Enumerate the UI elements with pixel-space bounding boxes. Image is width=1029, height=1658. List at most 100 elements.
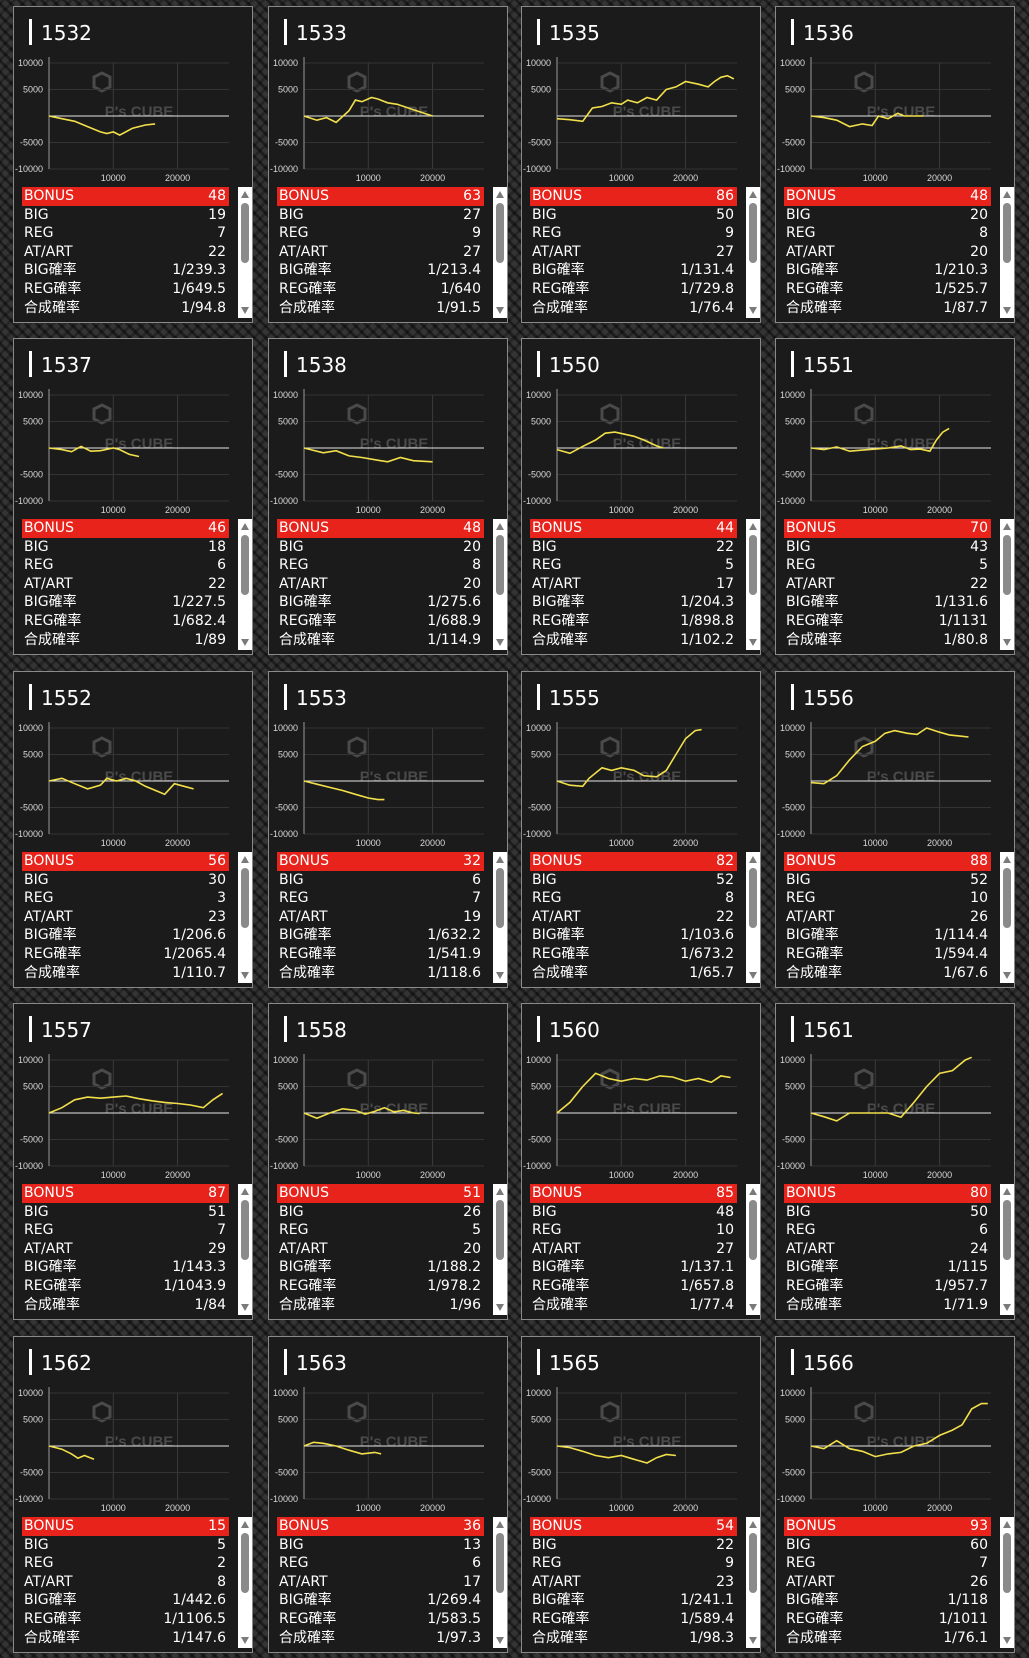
stats-scrollbar[interactable] [238, 1184, 252, 1315]
scroll-up-arrow-icon[interactable] [241, 523, 249, 530]
machine-card-1561[interactable]: 1561 P's CUBE 10000 20000 10000 5000 -5000 -100… [775, 1003, 1015, 1320]
machine-card-1532[interactable]: 1532 P's CUBE 10000 20000 10000 5000 -5000 -100… [13, 6, 253, 323]
stats-scrollbar[interactable] [493, 852, 507, 983]
scroll-down-arrow-icon[interactable] [749, 639, 757, 646]
scroll-up-arrow-icon[interactable] [749, 523, 757, 530]
scroll-thumb[interactable] [241, 1200, 249, 1260]
machine-card-1557[interactable]: 1557 P's CUBE 10000 20000 10000 5000 -5000 -100… [13, 1003, 253, 1320]
scroll-down-arrow-icon[interactable] [496, 307, 504, 314]
scroll-down-arrow-icon[interactable] [496, 1637, 504, 1644]
scroll-down-arrow-icon[interactable] [1003, 972, 1011, 979]
scroll-thumb[interactable] [496, 203, 504, 263]
machine-card-1552[interactable]: 1552 P's CUBE 10000 20000 10000 5000 -5000 -100… [13, 671, 253, 988]
machine-card-1566[interactable]: 1566 P's CUBE 10000 20000 10000 5000 -5000 -100… [775, 1336, 1015, 1653]
scroll-down-arrow-icon[interactable] [496, 639, 504, 646]
scroll-down-arrow-icon[interactable] [749, 1637, 757, 1644]
machine-card-1563[interactable]: 1563 P's CUBE 10000 20000 10000 5000 -5000 -100… [268, 1336, 508, 1653]
scroll-down-arrow-icon[interactable] [241, 1304, 249, 1311]
scroll-thumb[interactable] [241, 203, 249, 263]
scroll-up-arrow-icon[interactable] [241, 856, 249, 863]
scroll-thumb[interactable] [1003, 1200, 1011, 1260]
scroll-up-arrow-icon[interactable] [241, 1188, 249, 1195]
stats-scrollbar[interactable] [493, 519, 507, 650]
stats-scrollbar[interactable] [1000, 519, 1014, 650]
stats-scrollbar[interactable] [746, 852, 760, 983]
scroll-thumb[interactable] [1003, 203, 1011, 263]
scroll-thumb[interactable] [241, 868, 249, 928]
stats-scrollbar[interactable] [493, 1184, 507, 1315]
scroll-up-arrow-icon[interactable] [496, 856, 504, 863]
scroll-thumb[interactable] [749, 535, 757, 595]
stats-scrollbar[interactable] [493, 187, 507, 318]
scroll-down-arrow-icon[interactable] [241, 307, 249, 314]
scroll-down-arrow-icon[interactable] [496, 972, 504, 979]
machine-card-1537[interactable]: 1537 P's CUBE 10000 20000 10000 5000 -5000 -100… [13, 338, 253, 655]
stats-scrollbar[interactable] [238, 1517, 252, 1648]
scroll-down-arrow-icon[interactable] [241, 1637, 249, 1644]
machine-card-1553[interactable]: 1553 P's CUBE 10000 20000 10000 5000 -5000 -100… [268, 671, 508, 988]
scroll-thumb[interactable] [749, 868, 757, 928]
stats-scrollbar[interactable] [1000, 1184, 1014, 1315]
scroll-up-arrow-icon[interactable] [496, 523, 504, 530]
scroll-up-arrow-icon[interactable] [241, 1521, 249, 1528]
scroll-up-arrow-icon[interactable] [1003, 1188, 1011, 1195]
stats-scrollbar[interactable] [1000, 852, 1014, 983]
scroll-down-arrow-icon[interactable] [1003, 1637, 1011, 1644]
scroll-thumb[interactable] [749, 1533, 757, 1593]
machine-card-1556[interactable]: 1556 P's CUBE 10000 20000 10000 5000 -5000 -100… [775, 671, 1015, 988]
scroll-up-arrow-icon[interactable] [496, 1521, 504, 1528]
stats-scrollbar[interactable] [238, 852, 252, 983]
scroll-down-arrow-icon[interactable] [749, 972, 757, 979]
scroll-up-arrow-icon[interactable] [241, 191, 249, 198]
scroll-down-arrow-icon[interactable] [496, 1304, 504, 1311]
stats-scrollbar[interactable] [493, 1517, 507, 1648]
scroll-down-arrow-icon[interactable] [241, 972, 249, 979]
scroll-thumb[interactable] [1003, 868, 1011, 928]
scroll-up-arrow-icon[interactable] [1003, 856, 1011, 863]
machine-card-1550[interactable]: 1550 P's CUBE 10000 20000 10000 5000 -5000 -100… [521, 338, 761, 655]
scroll-thumb[interactable] [749, 203, 757, 263]
scroll-down-arrow-icon[interactable] [241, 639, 249, 646]
scroll-thumb[interactable] [1003, 535, 1011, 595]
scroll-thumb[interactable] [749, 1200, 757, 1260]
machine-card-1565[interactable]: 1565 P's CUBE 10000 20000 10000 5000 -5000 -100… [521, 1336, 761, 1653]
machine-card-1536[interactable]: 1536 P's CUBE 10000 20000 10000 5000 -5000 -100… [775, 6, 1015, 323]
machine-card-1555[interactable]: 1555 P's CUBE 10000 20000 10000 5000 -5000 -100… [521, 671, 761, 988]
stats-scrollbar[interactable] [238, 519, 252, 650]
stats-scrollbar[interactable] [1000, 187, 1014, 318]
stats-scrollbar[interactable] [746, 1517, 760, 1648]
scroll-up-arrow-icon[interactable] [496, 191, 504, 198]
scroll-up-arrow-icon[interactable] [496, 1188, 504, 1195]
machine-card-1535[interactable]: 1535 P's CUBE 10000 20000 10000 5000 -5000 -100… [521, 6, 761, 323]
machine-card-1560[interactable]: 1560 P's CUBE 10000 20000 10000 5000 -5000 -100… [521, 1003, 761, 1320]
scroll-down-arrow-icon[interactable] [749, 307, 757, 314]
scroll-down-arrow-icon[interactable] [1003, 1304, 1011, 1311]
scroll-up-arrow-icon[interactable] [1003, 1521, 1011, 1528]
scroll-thumb[interactable] [496, 1533, 504, 1593]
scroll-thumb[interactable] [496, 1200, 504, 1260]
scroll-up-arrow-icon[interactable] [749, 191, 757, 198]
scroll-up-arrow-icon[interactable] [749, 856, 757, 863]
scroll-down-arrow-icon[interactable] [1003, 307, 1011, 314]
scroll-up-arrow-icon[interactable] [749, 1521, 757, 1528]
scroll-up-arrow-icon[interactable] [1003, 191, 1011, 198]
scroll-up-arrow-icon[interactable] [1003, 523, 1011, 530]
stats-scrollbar[interactable] [746, 187, 760, 318]
scroll-thumb[interactable] [241, 1533, 249, 1593]
machine-card-1562[interactable]: 1562 P's CUBE 10000 20000 10000 5000 -5000 -100… [13, 1336, 253, 1653]
scroll-up-arrow-icon[interactable] [749, 1188, 757, 1195]
machine-card-1551[interactable]: 1551 P's CUBE 10000 20000 10000 5000 -5000 -100… [775, 338, 1015, 655]
scroll-down-arrow-icon[interactable] [1003, 639, 1011, 646]
stats-scrollbar[interactable] [238, 187, 252, 318]
stats-scrollbar[interactable] [746, 1184, 760, 1315]
scroll-thumb[interactable] [496, 535, 504, 595]
stats-scrollbar[interactable] [746, 519, 760, 650]
scroll-thumb[interactable] [1003, 1533, 1011, 1593]
scroll-thumb[interactable] [496, 868, 504, 928]
stats-scrollbar[interactable] [1000, 1517, 1014, 1648]
machine-card-1558[interactable]: 1558 P's CUBE 10000 20000 10000 5000 -5000 -100… [268, 1003, 508, 1320]
scroll-thumb[interactable] [241, 535, 249, 595]
scroll-down-arrow-icon[interactable] [749, 1304, 757, 1311]
machine-card-1533[interactable]: 1533 P's CUBE 10000 20000 10000 5000 -5000 -100… [268, 6, 508, 323]
machine-card-1538[interactable]: 1538 P's CUBE 10000 20000 10000 5000 -5000 -100… [268, 338, 508, 655]
